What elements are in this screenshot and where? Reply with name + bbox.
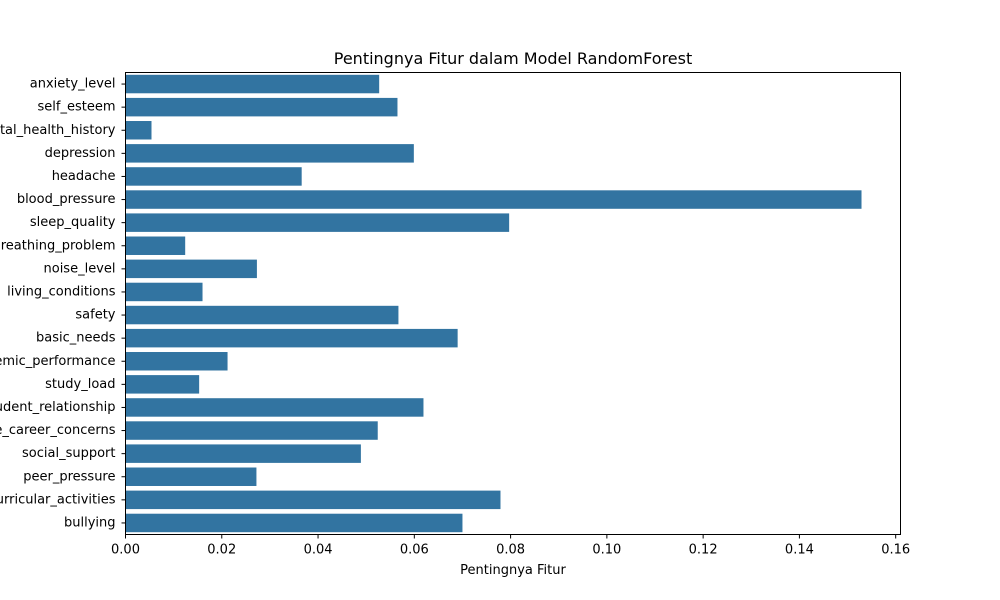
x-tick-label: 0.16 xyxy=(881,543,910,558)
y-tick-label: peer_pressure xyxy=(23,469,115,484)
y-tick-label: anxiety_level xyxy=(30,77,116,92)
bar-basic-needs xyxy=(125,328,458,348)
y-tick-label: social_support xyxy=(22,446,115,461)
x-axis-label: Pentingnya Fitur xyxy=(460,563,566,578)
bar-depression xyxy=(125,144,414,163)
y-tick-label: study_load xyxy=(45,377,115,392)
bar-future-career-concerns xyxy=(125,421,378,440)
y-tick-label: extracurricular_activities xyxy=(0,492,116,507)
bar-peer-pressure xyxy=(125,467,257,486)
bar-breathing-problem xyxy=(125,236,186,255)
y-tick-label: noise_level xyxy=(44,261,116,276)
x-tick-label: 0.04 xyxy=(304,543,333,558)
y-tick-label: breathing_problem xyxy=(0,238,116,253)
y-tick-label: self_esteem xyxy=(38,100,116,115)
bar-self-esteem xyxy=(125,97,398,117)
x-tick-label: 0.02 xyxy=(207,543,236,558)
y-tick-label: blood_pressure xyxy=(17,192,116,207)
x-tick-label: 0.14 xyxy=(785,543,814,558)
x-tick-label: 0.10 xyxy=(592,543,621,558)
x-tick-label: 0.12 xyxy=(689,543,718,558)
bar-mental-health-history xyxy=(125,121,152,140)
y-tick-label: sleep_quality xyxy=(30,215,116,230)
y-tick-label: headache xyxy=(52,169,116,184)
bar-bullying xyxy=(125,513,463,533)
plot-frame xyxy=(125,72,901,535)
y-tick-label: academic_performance xyxy=(0,354,116,369)
y-tick-label: mental_health_history xyxy=(0,123,116,138)
bar-living-conditions xyxy=(125,282,203,302)
bar-academic-performance xyxy=(125,352,228,371)
bar-sleep-quality xyxy=(125,213,510,232)
bar-social-support xyxy=(125,444,361,463)
y-tick-label: future_career_concerns xyxy=(0,423,116,438)
x-tick-label: 0.08 xyxy=(496,543,525,558)
bar-blood-pressure xyxy=(125,190,862,209)
y-tick-label: teacher_student_relationship xyxy=(0,400,116,415)
bar-anxiety-level xyxy=(125,74,380,94)
y-tick-label: basic_needs xyxy=(36,331,116,346)
y-tick-label: depression xyxy=(45,146,116,161)
chart-title: Pentingnya Fitur dalam Model RandomFores… xyxy=(334,49,693,68)
bar-headache xyxy=(125,167,302,186)
x-tick-label: 0.00 xyxy=(111,543,140,558)
y-tick-label: safety xyxy=(75,308,115,323)
x-tick-label: 0.06 xyxy=(400,543,429,558)
y-tick-label: bullying xyxy=(64,515,116,530)
bar-noise-level xyxy=(125,259,257,279)
bars-layer xyxy=(125,74,862,533)
bar-extracurricular-activities xyxy=(125,490,501,510)
bar-teacher-student-relationship xyxy=(125,398,424,417)
y-tick-label: living_conditions xyxy=(7,284,116,299)
y-axis: anxiety_level self_esteem mental_health_hi… xyxy=(0,77,126,530)
bar-study-load xyxy=(125,375,200,394)
bar-safety xyxy=(125,305,399,325)
x-axis: 0.00 0.02 0.04 0.06 0.08 0.10 0.12 0.14 0.16 xyxy=(111,534,910,558)
